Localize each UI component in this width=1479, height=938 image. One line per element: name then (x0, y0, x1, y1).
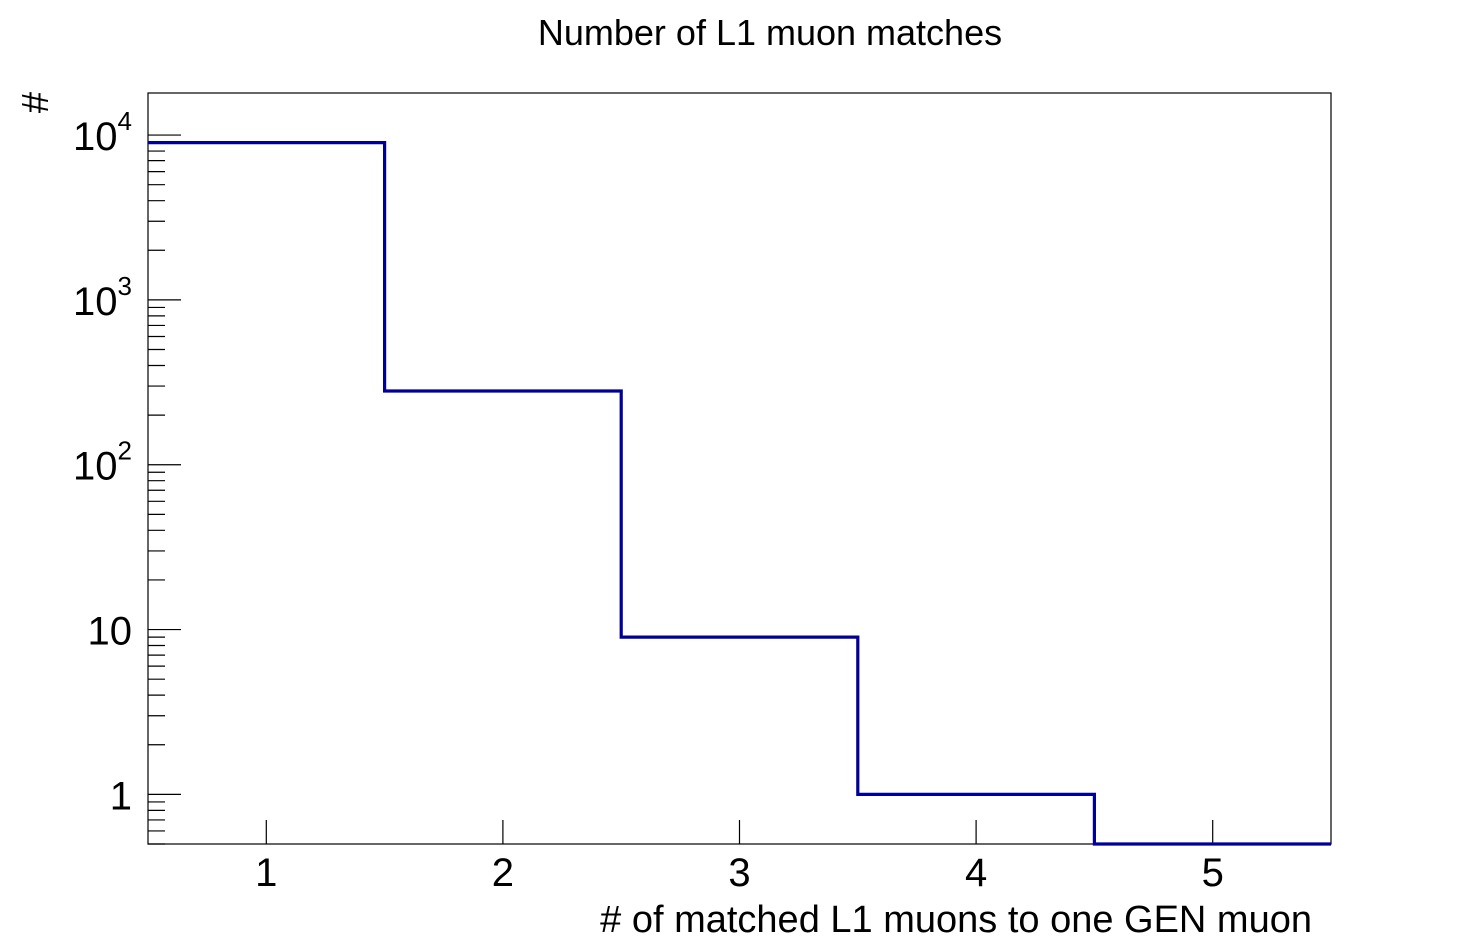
x-axis-ticks: 1 2 3 4 5 (255, 820, 1224, 895)
y-tick-label: 102 (73, 436, 132, 489)
y-tick-label: 103 (73, 271, 132, 324)
x-tick-label: 1 (255, 851, 277, 895)
x-tick-label: 5 (1202, 851, 1224, 895)
x-axis-title: # of matched L1 muons to one GEN muon (600, 899, 1312, 938)
y-tick-label: 104 (73, 106, 132, 159)
y-tick-label: 1 (110, 774, 132, 818)
y-tick-base: 10 (73, 445, 118, 489)
y-tick-exponent: 3 (118, 271, 132, 301)
histogram-series-line (148, 141, 1331, 846)
y-tick-exponent: 4 (118, 106, 132, 136)
x-tick-label: 2 (492, 851, 514, 895)
y-tick-exponent: 2 (118, 436, 132, 466)
y-tick-label: 10 (88, 610, 133, 654)
y-tick-base: 10 (73, 280, 118, 324)
y-tick-base: 10 (73, 115, 118, 159)
chart-title: Number of L1 muon matches (538, 12, 1002, 53)
y-axis-title: # (15, 92, 57, 113)
y-tick-base: 1 (110, 774, 132, 818)
y-tick-base: 10 (88, 610, 133, 654)
x-tick-label: 4 (965, 851, 987, 895)
x-tick-label: 3 (728, 851, 750, 895)
